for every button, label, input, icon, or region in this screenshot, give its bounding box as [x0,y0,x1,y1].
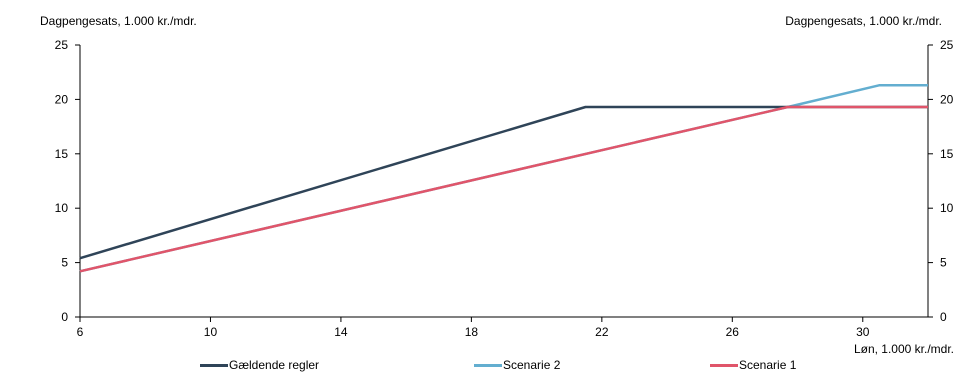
legend-label-scenarie-1: Scenarie 1 [739,358,797,372]
y-tick-label-right: 10 [940,201,954,215]
legend-swatch-scenarie-1 [710,363,738,367]
y-tick-label-left: 25 [55,38,69,52]
y-tick-label-right: 0 [940,310,947,324]
y-tick-label-left: 15 [55,147,69,161]
x-tick-label: 26 [726,325,740,339]
series-line-scenarie-1 [79,105,928,273]
y-tick-label-right: 20 [940,92,954,106]
x-tick-label: 22 [595,325,609,339]
legend: Gældende regler Scenarie 2 Scenarie 1 [0,358,978,374]
x-tick-label: 14 [334,325,348,339]
y-tick-label-left: 5 [61,256,68,270]
y-tick-label-right: 15 [940,147,954,161]
y-tick-label-right: 25 [940,38,954,52]
y-tick-label-left: 20 [55,92,69,106]
legend-swatch-scenarie-2 [474,363,502,367]
x-axis-title: Løn, 1.000 kr./mdr. [853,342,954,356]
x-tick-label: 10 [204,325,218,339]
series-line-scenarie-2 [79,84,928,273]
legend-swatch-gaeldende-regler [200,363,228,367]
x-tick-label: 18 [465,325,479,339]
series-line-gældende-regler [79,105,928,260]
line-chart: 0 0 5 5 10 10 15 15 20 20 25 25 6 10 14 18 22 26 30 [55,38,954,339]
x-tick-label: 30 [856,325,870,339]
legend-item-gaeldende-regler: Gældende regler [200,358,319,372]
y-axis-title-left: Dagpengesats, 1.000 kr./mdr. [40,14,197,28]
legend-label-gaeldende-regler: Gældende regler [229,358,320,372]
legend-label-scenarie-2: Scenarie 2 [503,358,561,372]
y-tick-label-left: 0 [61,310,68,324]
legend-item-scenarie-2: Scenarie 2 [474,358,560,372]
x-tick-label: 6 [77,325,84,339]
legend-item-scenarie-1: Scenarie 1 [710,358,796,372]
y-axis-title-right: Dagpengesats, 1.000 kr./mdr. [785,14,942,28]
y-tick-label-right: 5 [940,256,947,270]
y-tick-label-left: 10 [55,201,69,215]
